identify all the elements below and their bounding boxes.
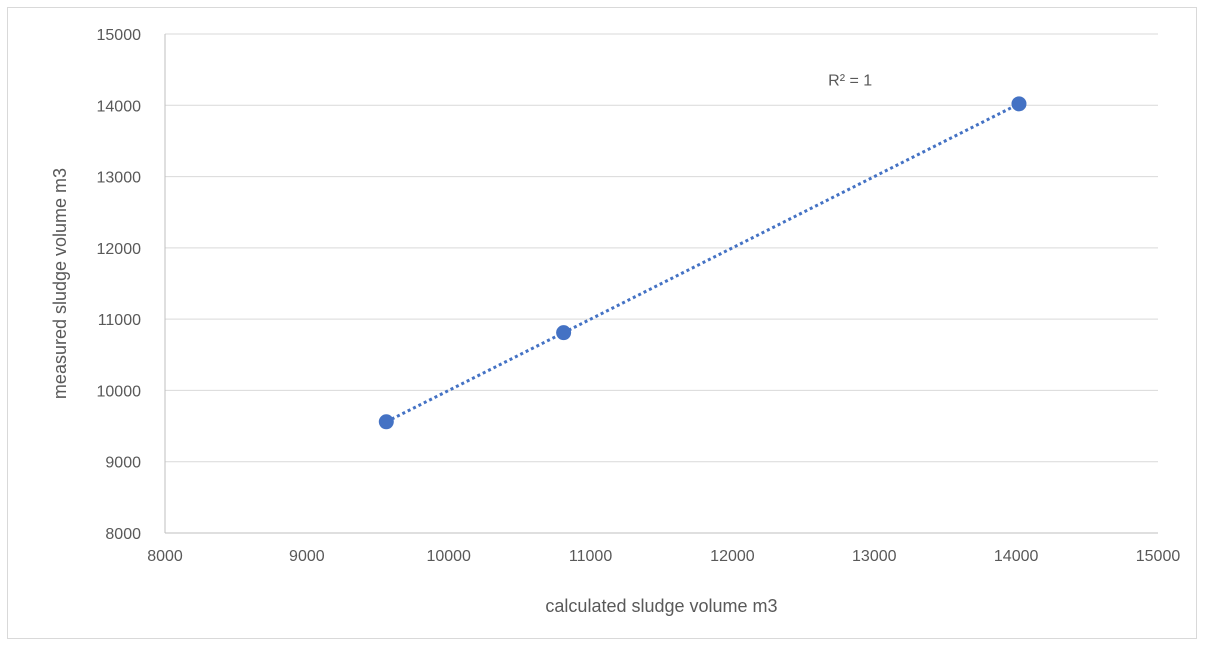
x-tick-label: 11000: [569, 548, 612, 565]
x-tick-label: 9000: [289, 548, 325, 565]
data-points: [378, 96, 1027, 430]
trendline-group: [385, 102, 1020, 424]
y-tick-label: 9000: [105, 455, 141, 472]
y-tick-labels: 8000 9000 10000 11000 12000 13000 14000 15000: [97, 27, 142, 543]
trendline: [385, 102, 1020, 424]
data-point: [378, 414, 394, 430]
x-tick-label: 15000: [1136, 548, 1181, 565]
y-tick-label: 11000: [98, 312, 141, 329]
r-squared-annotation: R² = 1: [828, 72, 872, 89]
gridlines: [165, 33, 1158, 463]
data-point: [1011, 96, 1027, 112]
data-point: [556, 325, 572, 341]
axes: [164, 34, 1158, 534]
y-tick-label: 8000: [105, 526, 141, 543]
y-axis-title: measured sludge volume m3: [50, 168, 70, 399]
x-tick-label: 10000: [426, 548, 471, 565]
x-tick-label: 12000: [710, 548, 755, 565]
chart-area: [7, 7, 1197, 639]
y-tick-label: 14000: [97, 98, 142, 115]
x-tick-label: 14000: [994, 548, 1039, 565]
x-tick-labels: 8000 9000 10000 11000 12000 13000 14000 15000: [147, 548, 1180, 565]
y-tick-label: 12000: [97, 241, 142, 258]
y-tick-label: 15000: [97, 27, 142, 44]
x-tick-label: 13000: [852, 548, 897, 565]
x-tick-label: 8000: [147, 548, 183, 565]
y-tick-label: 13000: [97, 170, 142, 187]
x-axis-title: calculated sludge volume m3: [545, 596, 777, 616]
y-tick-label: 10000: [97, 383, 142, 400]
